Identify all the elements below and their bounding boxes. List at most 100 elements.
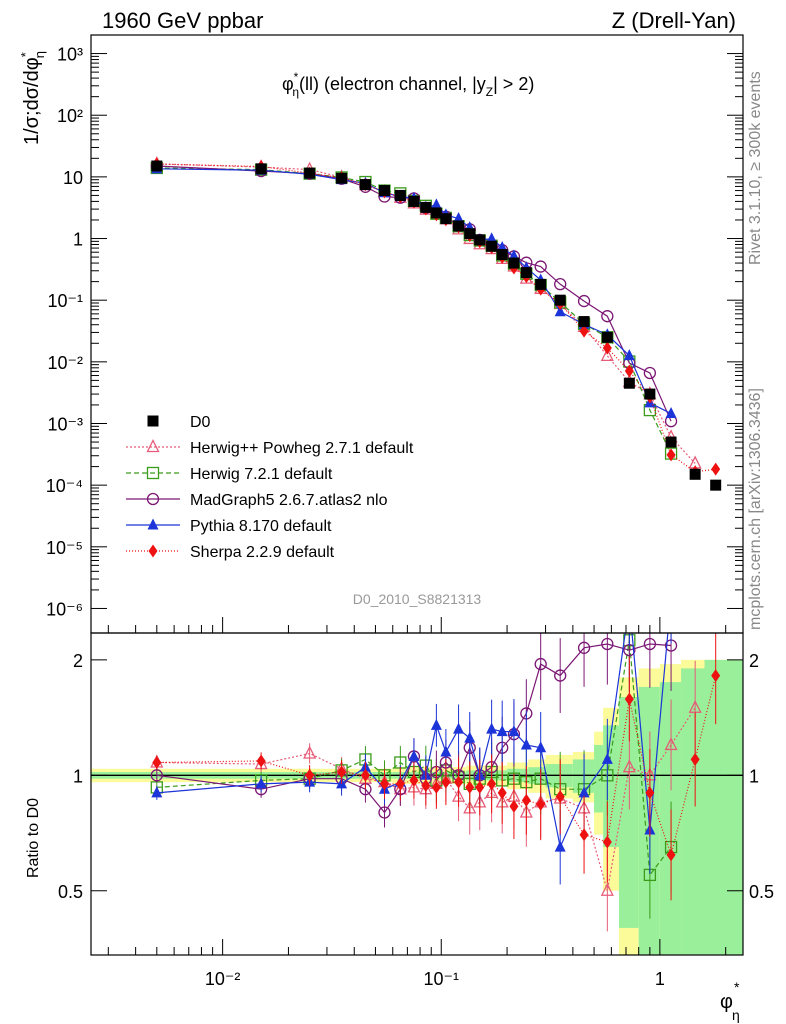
legend-label: Herwig 7.2.1 default	[190, 466, 333, 483]
ratio-panel-series	[150, 591, 721, 932]
legend-marker	[147, 518, 159, 530]
data-point	[643, 366, 657, 380]
ratio-point	[151, 786, 163, 798]
ratio-tick-label: 0.5	[58, 882, 83, 902]
y-axis-label: 1/σ;dσ/dφ*η	[18, 51, 47, 145]
ratio-point	[486, 722, 498, 734]
data-point	[554, 277, 567, 291]
ratio-tick-label: 1	[749, 766, 759, 786]
ratio-point	[497, 786, 507, 800]
ratio-point	[666, 591, 677, 602]
svg-text:φ: φ	[720, 991, 733, 1013]
ratio-plot-frame	[90, 632, 744, 956]
mcplots-reference-label: mcplots.cern.ch [arXiv:1306.3436]	[747, 388, 764, 630]
data-point	[336, 172, 348, 184]
ratio-point	[577, 641, 591, 654]
data-point	[600, 347, 614, 362]
ratio-point	[440, 745, 452, 757]
ratio-point	[601, 752, 613, 764]
ratio-axis-ticks: 10⁻² 10⁻¹ 1 0.5 0.5 1 1 2 2	[58, 651, 774, 989]
ratio-point	[150, 769, 163, 782]
stat-uncertainty-band	[603, 725, 619, 848]
legend-marker	[146, 439, 160, 453]
ratio-point	[360, 768, 370, 782]
ratio-point	[666, 848, 676, 862]
legend-marker	[147, 415, 159, 427]
svg-text:1/σ;dσ/dφ*η: 1/σ;dσ/dφ*η	[18, 51, 47, 145]
ratio-point	[431, 780, 441, 794]
legend-entry: Herwig 7.2.1 default	[126, 466, 333, 483]
ratio-line	[156, 633, 669, 850]
ratio-point	[487, 777, 497, 791]
ratio-point	[430, 718, 442, 730]
ratio-point	[624, 692, 634, 706]
ratio-tick-label: 1	[73, 766, 83, 786]
analysis-id-label: D0_2010_S8821313	[353, 591, 482, 607]
ratio-point	[536, 797, 546, 811]
ratio-point	[600, 882, 614, 896]
ratio-point	[521, 793, 531, 807]
data-point	[710, 479, 722, 491]
ratio-point	[520, 738, 532, 750]
ratio-point	[509, 799, 519, 813]
legend-entry: Sherpa 2.2.9 default	[126, 544, 335, 561]
data-point	[394, 189, 406, 201]
data-point	[578, 316, 590, 328]
data-point	[535, 278, 547, 290]
legend-entry: Herwig++ Powheg 2.7.1 default	[126, 439, 414, 457]
legend-marker	[146, 466, 160, 480]
uncertainty-bands	[91, 659, 743, 955]
legend-label: D0	[190, 414, 211, 431]
ratio-point	[578, 786, 590, 798]
ratio-tick-label: 2	[73, 651, 83, 671]
ratio-point	[464, 731, 476, 743]
ratio-line	[156, 675, 717, 858]
data-point	[534, 260, 547, 273]
ratio-point	[602, 835, 612, 849]
y-tick-label: 10⁻⁴	[46, 476, 83, 496]
data-point	[453, 220, 465, 232]
data-point	[464, 228, 476, 240]
ratio-point	[475, 780, 485, 794]
x-tick-label: 10⁻²	[205, 969, 241, 989]
ratio-tick-label: 2	[749, 651, 759, 671]
stat-uncertainty-band	[659, 682, 682, 955]
y-tick-label: 10⁻³	[47, 414, 83, 434]
stat-uncertainty-band	[594, 744, 604, 813]
x-tick-label: 1	[655, 969, 665, 989]
ratio-point	[255, 777, 267, 789]
data-point	[430, 198, 442, 210]
ratio-point	[579, 828, 589, 842]
series-line	[156, 167, 672, 454]
data-point	[623, 377, 635, 389]
data-point	[601, 331, 613, 343]
data-point	[359, 179, 371, 191]
y-tick-label: 10	[63, 168, 83, 188]
x-axis-label: φ * η	[720, 979, 740, 1023]
legend-marker	[146, 492, 160, 506]
x-tick-label: 10⁻¹	[423, 969, 459, 989]
ratio-series-sherpa-2-2-9-default	[152, 633, 721, 901]
ratio-point	[643, 637, 657, 651]
ratio-point	[465, 780, 475, 794]
ratio-point	[152, 755, 162, 769]
stat-uncertainty-band	[704, 659, 743, 955]
data-point	[474, 234, 486, 246]
main-panel-series	[150, 156, 722, 491]
ratio-point	[601, 637, 614, 651]
process-label: Z (Drell-Yan)	[612, 8, 736, 33]
chart-title: φ* η(ll) (electron channel, |yZ| > 2)	[282, 70, 534, 99]
stat-uncertainty-band	[681, 668, 705, 955]
data-point	[520, 267, 532, 279]
ratio-point	[303, 745, 317, 759]
ratio-axis-label: Ratio to D0	[25, 798, 42, 878]
data-point	[408, 195, 420, 207]
data-point	[711, 462, 721, 476]
ratio-point	[508, 725, 520, 737]
series-d0	[151, 160, 722, 491]
data-point	[665, 436, 677, 448]
data-point	[602, 341, 612, 355]
data-point	[430, 207, 442, 219]
ratio-point	[496, 725, 508, 737]
